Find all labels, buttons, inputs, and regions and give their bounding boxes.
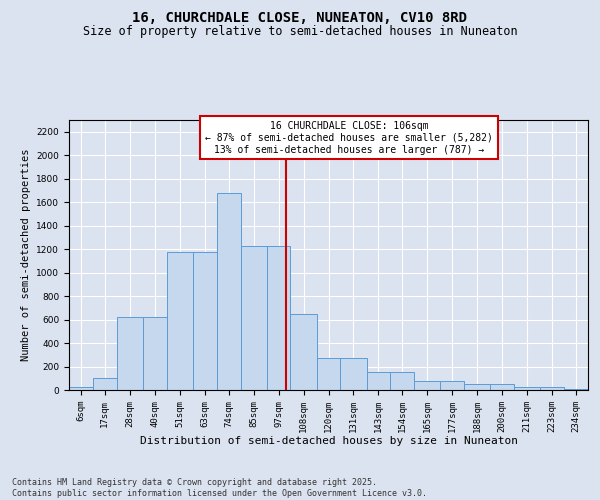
Text: Size of property relative to semi-detached houses in Nuneaton: Size of property relative to semi-detach… <box>83 25 517 38</box>
Bar <box>290 314 317 390</box>
Bar <box>217 194 241 390</box>
Text: 16, CHURCHDALE CLOSE, NUNEATON, CV10 8RD: 16, CHURCHDALE CLOSE, NUNEATON, CV10 8RD <box>133 11 467 25</box>
Bar <box>143 316 167 390</box>
Text: Contains HM Land Registry data © Crown copyright and database right 2025.
Contai: Contains HM Land Registry data © Crown c… <box>12 478 427 498</box>
Bar <box>317 358 340 390</box>
Bar <box>266 246 290 390</box>
Bar <box>193 252 217 390</box>
Bar <box>241 246 266 390</box>
Y-axis label: Number of semi-detached properties: Number of semi-detached properties <box>21 149 31 361</box>
X-axis label: Distribution of semi-detached houses by size in Nuneaton: Distribution of semi-detached houses by … <box>139 436 517 446</box>
Bar <box>340 358 367 390</box>
Bar <box>514 387 540 390</box>
Bar <box>540 387 564 390</box>
Bar <box>69 387 93 390</box>
Bar <box>440 381 464 390</box>
Bar <box>93 378 117 390</box>
Bar <box>391 372 414 390</box>
Bar <box>367 372 391 390</box>
Bar <box>117 316 143 390</box>
Bar <box>490 384 514 390</box>
Text: 16 CHURCHDALE CLOSE: 106sqm
← 87% of semi-detached houses are smaller (5,282)
13: 16 CHURCHDALE CLOSE: 106sqm ← 87% of sem… <box>205 122 493 154</box>
Bar <box>564 389 588 390</box>
Bar <box>167 252 193 390</box>
Bar <box>414 381 440 390</box>
Bar <box>464 384 490 390</box>
